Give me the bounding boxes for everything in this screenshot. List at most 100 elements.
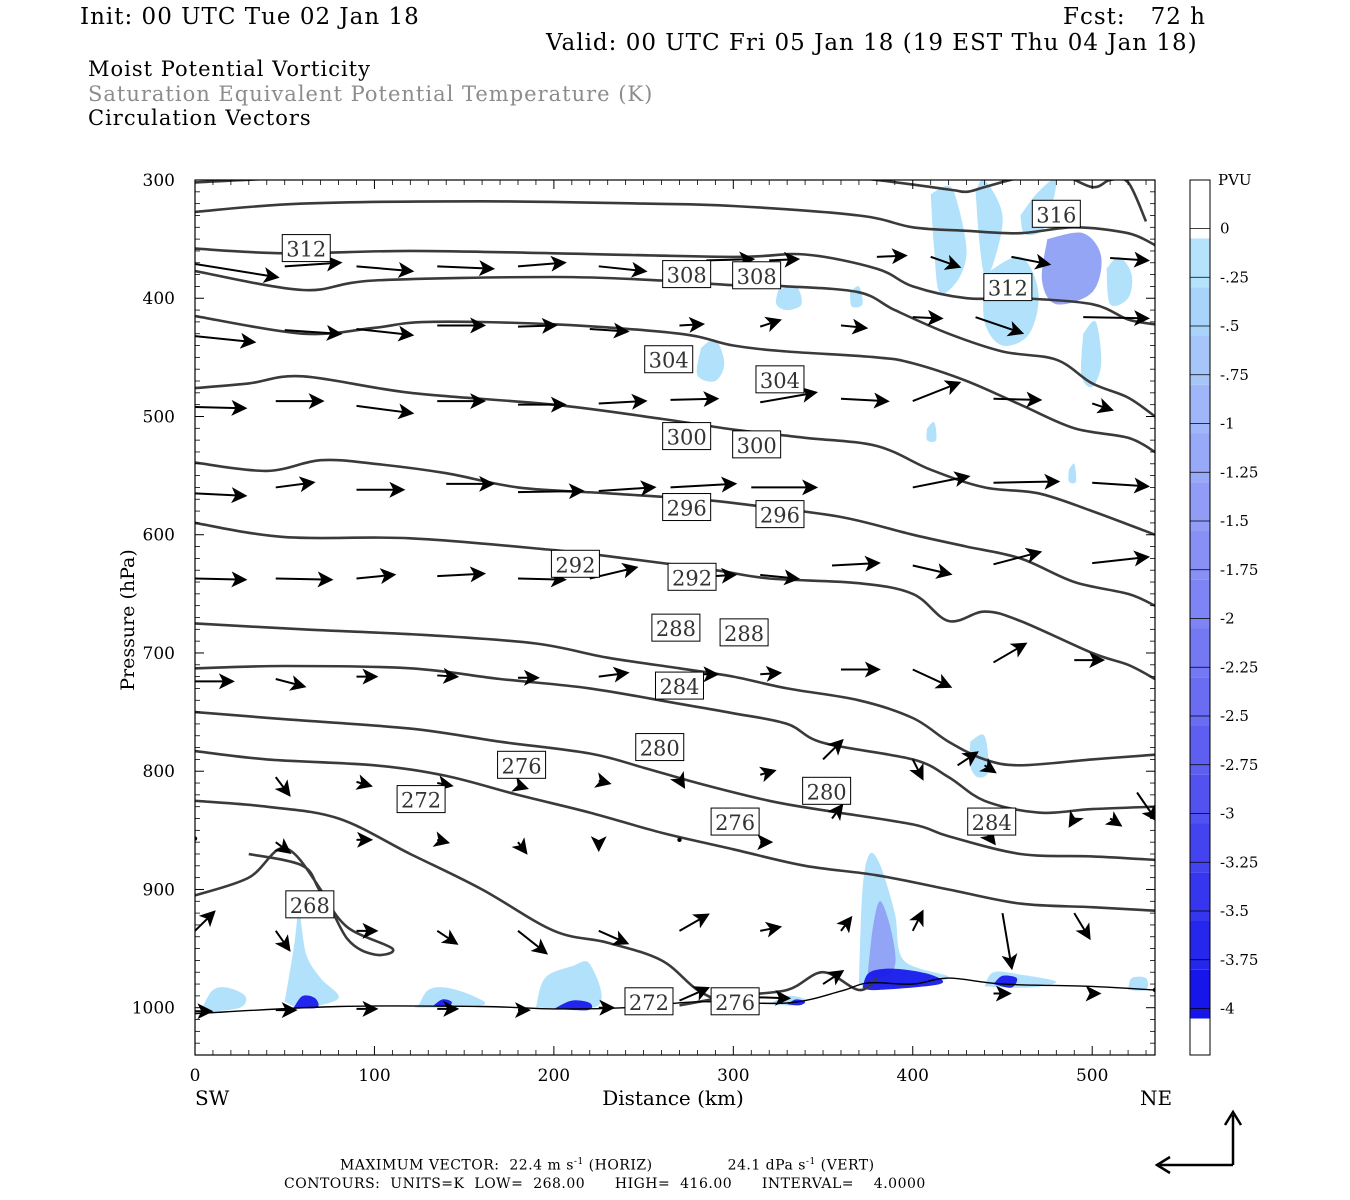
colorbar-swatch	[1190, 677, 1210, 726]
contour-label-box	[719, 618, 769, 647]
circulation-vector	[876, 248, 908, 265]
circulation-vector	[993, 547, 1043, 566]
circulation-vector	[670, 770, 686, 789]
circulation-vector	[275, 571, 334, 588]
colorbar-swatch	[1190, 969, 1210, 1019]
contour-label-box	[983, 273, 1033, 302]
circulation-vector	[275, 675, 307, 691]
colorbar-label: 0	[1220, 220, 1230, 238]
contour-label-box	[662, 493, 712, 522]
colorbar-swatch	[1190, 628, 1210, 678]
contour-label: 304	[649, 349, 689, 373]
colorbar-swatch	[1190, 872, 1210, 921]
pv-shaded-region	[414, 987, 486, 1008]
circulation-vector	[517, 571, 567, 588]
contour-label-box	[654, 671, 704, 700]
circulation-vector	[436, 775, 454, 792]
circulation-vector	[975, 316, 1025, 337]
circulation-vector	[759, 316, 782, 333]
pv-shaded-region	[867, 901, 896, 979]
x-tick-label: 400	[897, 1066, 929, 1086]
circulation-vector	[909, 758, 924, 781]
contour-label: 304	[760, 369, 800, 393]
circulation-vector	[511, 776, 529, 792]
pv-shading-layer	[201, 180, 1149, 1012]
contour-label: 300	[737, 434, 777, 458]
circulation-vector	[677, 837, 682, 842]
colorbar-label: -2.75	[1220, 756, 1258, 774]
colorbar-swatch	[1190, 336, 1210, 385]
contour-label: 284	[659, 675, 699, 699]
circulation-vector	[679, 986, 711, 1002]
circulation-vector	[670, 391, 720, 408]
pv-shaded-region	[775, 285, 802, 311]
y-tick-label: 800	[143, 762, 175, 782]
colorbar-label: -3.5	[1220, 902, 1249, 920]
circulation-vector	[511, 837, 528, 855]
colorbar-swatch	[1190, 433, 1210, 483]
theta-e-contour	[195, 269, 1155, 418]
contour-label: 312	[286, 238, 326, 262]
y-tick-label: 300	[143, 171, 175, 191]
contour-label-box	[550, 549, 600, 578]
colorbar-label: -1.25	[1220, 463, 1258, 481]
colorbar-swatch	[1190, 921, 1210, 970]
circulation-vector	[273, 838, 292, 855]
theta-e-contour	[195, 458, 1155, 607]
contour-label-box	[667, 562, 717, 591]
pv-shaded-region	[696, 339, 725, 382]
contour-label: 312	[988, 277, 1028, 301]
contour-label-box	[710, 807, 760, 836]
contour-label: 276	[715, 991, 755, 1015]
circulation-vector	[1136, 791, 1155, 822]
circulation-vector	[759, 766, 777, 783]
circulation-vector	[760, 665, 783, 682]
circulation-vector	[437, 667, 460, 684]
circulation-vector	[517, 255, 567, 272]
circulation-vector	[598, 480, 657, 497]
circulation-vector	[993, 391, 1043, 408]
circulation-vector	[679, 316, 706, 333]
circulation-vector	[598, 666, 630, 683]
theta-e-contour	[195, 710, 1155, 862]
circulation-vector	[957, 751, 979, 767]
colorbar-swatch	[1190, 482, 1210, 531]
circulation-vector	[356, 325, 415, 342]
circulation-vector	[517, 483, 585, 500]
y-axis-label: Pressure (hPa)	[117, 549, 139, 691]
valid-time: Valid: 00 UTC Fri 05 Jan 18 (19 EST Thu …	[546, 30, 1198, 56]
colorbar-swatch	[1190, 531, 1210, 580]
circulation-vector	[840, 392, 890, 409]
colorbar-label: -3	[1220, 805, 1235, 823]
colorbar-unit: PVU	[1218, 171, 1252, 189]
circulation-vector	[275, 476, 316, 493]
axis-ticks: 0 100 200 300 400 500 300 400 500 600 700 800 900 100…	[132, 171, 1155, 1086]
y-tick-label: 400	[143, 289, 175, 309]
pv-shaded-region	[553, 1000, 593, 1011]
circulation-vector	[274, 776, 291, 797]
contour-label-box	[755, 500, 805, 529]
circulation-vector	[195, 399, 248, 416]
pv-shaded-region	[201, 987, 247, 1012]
contour-label: 292	[555, 553, 595, 577]
pv-shaded-region	[930, 185, 967, 294]
contour-label: 308	[737, 265, 777, 289]
forecast-hour: Fcst: 72 h	[1063, 4, 1206, 30]
pv-shaded-region	[1128, 976, 1149, 991]
theta-e-contour-layer	[195, 180, 1155, 1015]
circulation-vector	[822, 738, 844, 761]
pv-shaded-region	[1080, 320, 1102, 388]
colorbar-label: -.5	[1220, 317, 1239, 335]
circulation-vector	[836, 915, 853, 934]
circulation-vector	[274, 930, 291, 952]
colorbar-swatch	[1190, 384, 1210, 434]
theta-e-contour	[195, 622, 1155, 767]
theta-e-contour	[195, 314, 1155, 454]
pv-shaded-region	[1068, 463, 1077, 484]
pv-shaded-region	[284, 913, 339, 1008]
colorbar-label: -3.25	[1220, 853, 1258, 871]
circulation-vector	[760, 387, 819, 404]
contour-label-box	[662, 260, 712, 289]
colorbar-swatch	[1190, 287, 1210, 336]
